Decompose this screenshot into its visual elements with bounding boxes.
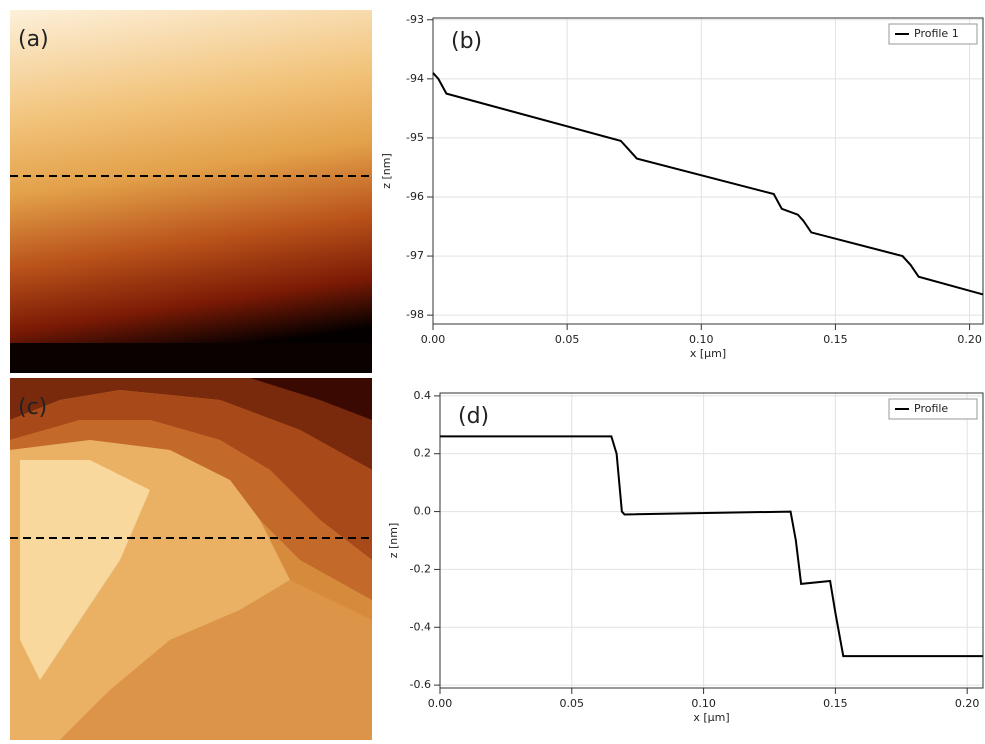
y-tick-label: -97: [406, 249, 424, 262]
x-tick-label: 0.00: [428, 697, 453, 710]
afm-image-a: (a): [10, 10, 372, 373]
x-tick-label: 0.00: [421, 333, 446, 346]
y-tick-label: -98: [406, 308, 424, 321]
y-tick-label: -0.6: [410, 678, 431, 691]
y-tick-label: 0.4: [414, 389, 432, 402]
x-tick-label: 0.05: [555, 333, 580, 346]
image-label: (a): [18, 27, 49, 52]
afm-image-c: (c): [10, 378, 372, 740]
profile-line: [432, 72, 984, 296]
y-tick-label: 0.2: [414, 447, 432, 460]
x-tick-label: 0.20: [957, 333, 982, 346]
x-tick-label: 0.20: [955, 697, 980, 710]
y-tick-label: -96: [406, 190, 424, 203]
legend-label: Profile 1: [914, 27, 959, 40]
y-tick-label: -0.4: [410, 620, 431, 633]
plot-frame: [439, 392, 984, 689]
panel-label: (d): [458, 404, 489, 429]
x-tick-label: 0.05: [560, 697, 585, 710]
x-tick-label: 0.10: [691, 697, 716, 710]
profile-line: [440, 435, 983, 658]
y-tick-label: -0.2: [410, 562, 431, 575]
y-axis-label: z [nm]: [380, 153, 393, 189]
y-tick-label: -93: [406, 13, 424, 26]
legend-label: Profile: [914, 402, 948, 415]
x-axis-label: x [µm]: [693, 711, 729, 724]
y-tick-label: -94: [406, 72, 424, 85]
plot-frame: [432, 17, 984, 325]
x-axis-label: x [µm]: [690, 347, 726, 360]
x-tick-label: 0.15: [823, 697, 848, 710]
legend-box: [888, 398, 978, 420]
image-label: (c): [18, 395, 47, 420]
y-axis-label: z [nm]: [387, 523, 400, 559]
x-tick-label: 0.15: [823, 333, 848, 346]
y-tick-label: -95: [406, 131, 424, 144]
x-tick-label: 0.10: [689, 333, 714, 346]
panel-label: (b): [451, 29, 482, 54]
y-tick-label: 0.0: [414, 505, 432, 518]
legend-box: [888, 23, 978, 45]
